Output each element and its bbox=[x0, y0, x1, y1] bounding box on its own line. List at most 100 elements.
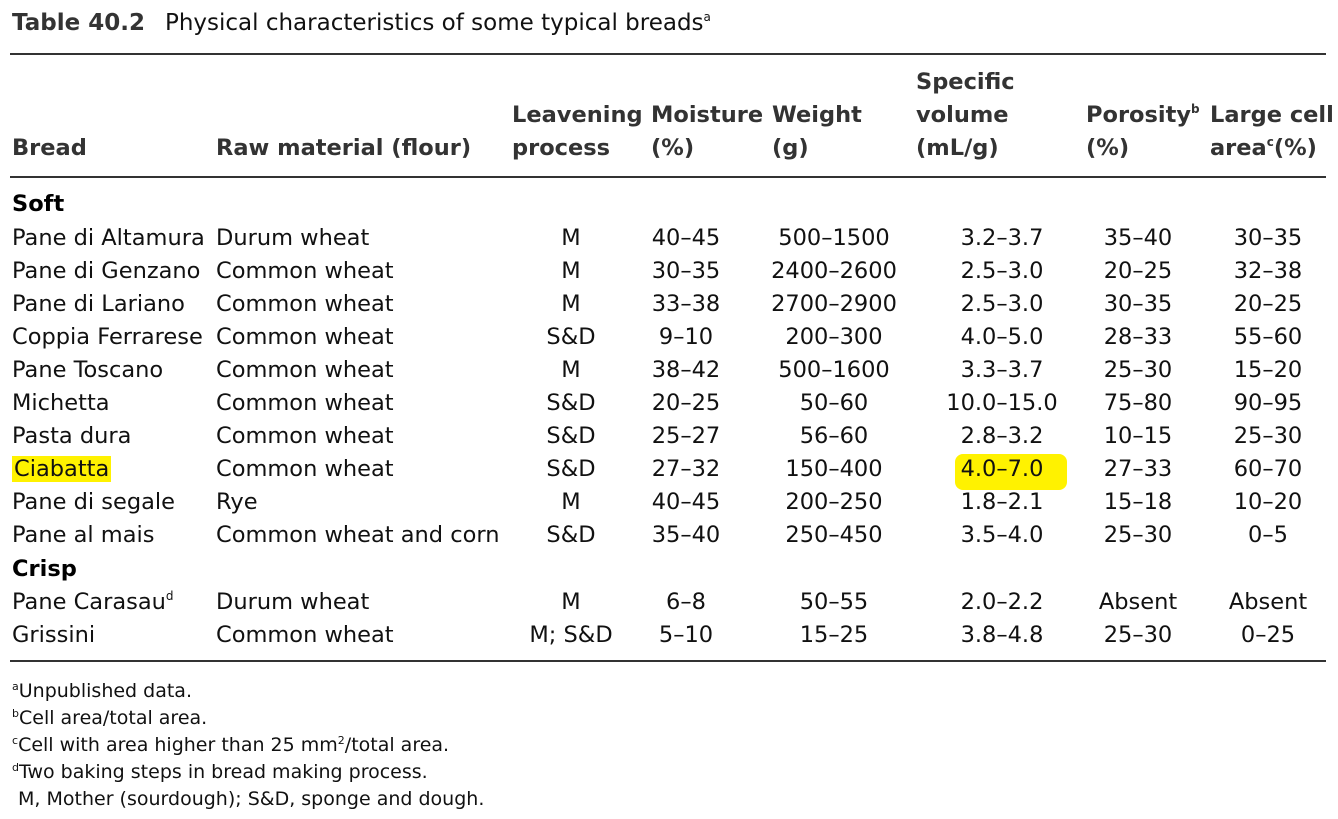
bottom-rule bbox=[10, 660, 1326, 662]
header-porosity-line2: (%) bbox=[1086, 135, 1130, 161]
highlighted-bread-name: Ciabatta bbox=[12, 456, 112, 482]
footnote-d: dTwo baking steps in bread making proces… bbox=[12, 761, 428, 783]
cell-raw: Rye bbox=[216, 489, 258, 515]
bread-footnote-mark: d bbox=[165, 589, 174, 603]
footnote-b: bCell area/total area. bbox=[12, 707, 208, 729]
group-crisp: Crisp bbox=[12, 556, 77, 582]
cell-raw: Durum wheat bbox=[216, 225, 370, 251]
header-bread: Bread bbox=[12, 135, 87, 161]
cell-lca: 60–70 bbox=[1233, 456, 1303, 482]
cell-por: 25–30 bbox=[1103, 522, 1173, 548]
group-soft: Soft bbox=[12, 191, 65, 217]
cell-moist: 5–10 bbox=[658, 622, 714, 648]
cell-bread: Pane di Altamura bbox=[12, 225, 205, 251]
header-leavening-line1: Leavening bbox=[512, 102, 643, 128]
header-raw-material: Raw material (flour) bbox=[216, 135, 472, 161]
cell-lca: 10–20 bbox=[1233, 489, 1303, 515]
cell-weight: 150–400 bbox=[785, 456, 883, 482]
cell-lca: 55–60 bbox=[1233, 324, 1303, 350]
cell-bread: Coppia Ferrarese bbox=[12, 324, 203, 350]
cell-bread: Pane di Genzano bbox=[12, 258, 201, 284]
cell-bread: Ciabatta bbox=[12, 454, 212, 484]
cell-raw: Common wheat bbox=[216, 423, 394, 449]
header-rule bbox=[10, 176, 1326, 178]
cell-weight: 2700–2900 bbox=[771, 291, 897, 317]
cell-leav: S&D bbox=[546, 390, 596, 416]
table-title-footnote-mark: a bbox=[703, 10, 711, 24]
header-weight-line2: (g) bbox=[772, 135, 809, 161]
cell-vol: 10.0–15.0 bbox=[946, 390, 1058, 416]
cell-vol: 2.8–3.2 bbox=[960, 423, 1044, 449]
cell-por: 75–80 bbox=[1103, 390, 1173, 416]
cell-bread: Pasta dura bbox=[12, 423, 132, 449]
header-weight-line1: Weight bbox=[772, 102, 862, 128]
cell-weight: 50–60 bbox=[799, 390, 869, 416]
cell-weight: 50–55 bbox=[799, 589, 869, 615]
cell-raw: Common wheat bbox=[216, 390, 394, 416]
cell-leav: M bbox=[561, 258, 581, 284]
cell-weight: 15–25 bbox=[799, 622, 869, 648]
header-moisture-line2: (%) bbox=[651, 135, 695, 161]
cell-moist: 40–45 bbox=[651, 489, 721, 515]
cell-moist: 38–42 bbox=[651, 357, 721, 383]
cell-moist: 27–32 bbox=[651, 456, 721, 482]
cell-por: Absent bbox=[1098, 589, 1178, 615]
cell-moist: 20–25 bbox=[651, 390, 721, 416]
cell-weight: 250–450 bbox=[785, 522, 883, 548]
cell-raw: Common wheat bbox=[216, 291, 394, 317]
cell-por: 25–30 bbox=[1103, 622, 1173, 648]
cell-raw: Durum wheat bbox=[216, 589, 370, 615]
cell-vol: 3.5–4.0 bbox=[960, 522, 1044, 548]
footnote-c: cCell with area higher than 25 mm2/total… bbox=[12, 734, 450, 756]
cell-bread: Grissini bbox=[12, 622, 96, 648]
header-large-cell-line1: Large cell bbox=[1210, 102, 1334, 128]
cell-lca: 0–25 bbox=[1240, 622, 1296, 648]
cell-weight: 500–1500 bbox=[778, 225, 890, 251]
cell-weight: 56–60 bbox=[799, 423, 869, 449]
cell-moist: 25–27 bbox=[651, 423, 721, 449]
cell-vol: 4.0–5.0 bbox=[960, 324, 1044, 350]
cell-weight: 2400–2600 bbox=[771, 258, 897, 284]
cell-vol: 1.8–2.1 bbox=[960, 489, 1044, 515]
highlight-ciabatta-volume bbox=[955, 454, 1067, 490]
cell-bread: Michetta bbox=[12, 390, 110, 416]
cell-por: 30–35 bbox=[1103, 291, 1173, 317]
cell-vol: 3.8–4.8 bbox=[960, 622, 1044, 648]
cell-bread: Pane di Lariano bbox=[12, 291, 185, 317]
header-moisture-line1: Moisture bbox=[651, 102, 764, 128]
cell-por: 35–40 bbox=[1103, 225, 1173, 251]
cell-raw: Common wheat bbox=[216, 324, 394, 350]
cell-leav: S&D bbox=[546, 456, 596, 482]
cell-por: 10–15 bbox=[1103, 423, 1173, 449]
cell-bread: Pane al mais bbox=[12, 522, 155, 548]
large-cell-footnote-mark: c bbox=[1266, 135, 1274, 149]
cell-vol: 2.5–3.0 bbox=[960, 258, 1044, 284]
cell-leav: M bbox=[561, 589, 581, 615]
cell-moist: 9–10 bbox=[658, 324, 714, 350]
cell-lca: 15–20 bbox=[1233, 357, 1303, 383]
cell-bread: Pane di segale bbox=[12, 489, 176, 515]
cell-lca: 30–35 bbox=[1233, 225, 1303, 251]
header-porosity-line1: Porosityb bbox=[1086, 102, 1200, 128]
cell-leav: M bbox=[561, 291, 581, 317]
cell-raw: Common wheat bbox=[216, 456, 394, 482]
cell-moist: 35–40 bbox=[651, 522, 721, 548]
header-large-cell-line2: areac(%) bbox=[1210, 135, 1317, 161]
cell-bread: Pane Toscano bbox=[12, 357, 164, 383]
header-leavening-line2: process bbox=[512, 135, 611, 161]
cell-por: 20–25 bbox=[1103, 258, 1173, 284]
cell-leav: M bbox=[561, 489, 581, 515]
cell-leav: S&D bbox=[546, 522, 596, 548]
cell-leav: S&D bbox=[546, 423, 596, 449]
porosity-footnote-mark: b bbox=[1191, 102, 1200, 116]
cell-moist: 33–38 bbox=[651, 291, 721, 317]
cell-leav: M; S&D bbox=[529, 622, 613, 648]
cell-por: 27–33 bbox=[1103, 456, 1173, 482]
cell-lca: 20–25 bbox=[1233, 291, 1303, 317]
cell-lca: Absent bbox=[1228, 589, 1308, 615]
header-volume-line2: volume bbox=[916, 102, 1009, 128]
cell-raw: Common wheat and corn bbox=[216, 522, 500, 548]
cell-raw: Common wheat bbox=[216, 258, 394, 284]
cell-por: 15–18 bbox=[1103, 489, 1173, 515]
cell-lca: 32–38 bbox=[1233, 258, 1303, 284]
